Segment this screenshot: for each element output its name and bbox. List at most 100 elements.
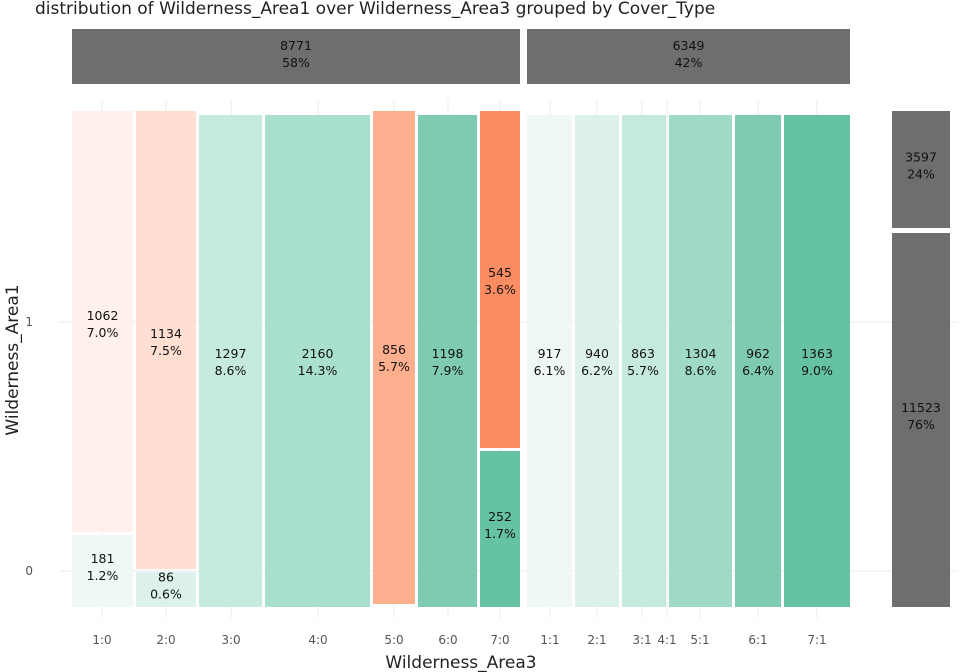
tile-label-line: 7.0% (87, 325, 119, 340)
right-margin-label-line: 76% (907, 417, 935, 432)
tile-label: 2160 14.3% (298, 346, 338, 378)
x-axis-title: Wilderness_Area3 (385, 653, 536, 672)
x-tick-label: 3:1 (632, 633, 651, 647)
y-axis-title: Wilderness_Area1 (3, 284, 23, 435)
mosaic-tile (136, 572, 196, 607)
top-margin-label: 6349 42% (673, 38, 705, 70)
x-tick-label: 3:0 (221, 633, 240, 647)
mosaic-tile (735, 115, 781, 607)
tile-label: 86 0.6% (150, 570, 182, 602)
right-margin-label-line: 3597 (905, 150, 937, 165)
top-margin-label-line: 6349 (673, 38, 705, 53)
mosaic-tile (72, 535, 133, 607)
mosaic-tile (418, 115, 477, 607)
tile-label-line: 6.2% (581, 363, 613, 378)
mosaic-tile (784, 115, 850, 607)
top-margin-label-line: 42% (675, 55, 703, 70)
mosaic-tile (480, 451, 520, 607)
tile-label-line: 9.0% (801, 363, 833, 378)
tile-label-line: 1.2% (87, 568, 119, 583)
tile-label-line: 1363 (801, 346, 833, 361)
right-margin-bar (892, 111, 950, 228)
top-margin-label-line: 58% (282, 55, 310, 70)
mosaic-tile (622, 115, 664, 607)
tile-label-line: 1297 (215, 346, 247, 361)
mosaic-tile (136, 111, 196, 569)
x-tick-label: 6:0 (438, 633, 457, 647)
right-margin-bars: 3597 24% 11523 76% (892, 111, 950, 607)
top-margin-bar (527, 29, 850, 84)
mosaic-tile (72, 111, 133, 532)
x-tick-label: 7:1 (807, 633, 826, 647)
tile-label-line: 6.4% (742, 363, 774, 378)
tile-label: 181 1.2% (87, 551, 119, 583)
x-tick-label: 2:0 (156, 633, 175, 647)
x-tick-label: 1:0 (92, 633, 111, 647)
mosaic-tile (664, 115, 666, 607)
x-tick-label: 4:0 (308, 633, 327, 647)
tile-label-line: 856 (382, 342, 406, 357)
tile-label-line: 7.5% (150, 343, 182, 358)
right-margin-bar (892, 233, 950, 607)
top-margin-label: 8771 58% (280, 38, 312, 70)
x-tick-label: 1:1 (540, 633, 559, 647)
right-margin-label: 3597 24% (905, 150, 937, 182)
tile-label-line: 2160 (302, 346, 334, 361)
mosaic-tile (199, 115, 262, 607)
right-margin-label-line: 24% (907, 167, 935, 182)
top-margin-bars: 8771 58% 6349 42% (72, 29, 850, 84)
y-tick-label: 0 (25, 564, 33, 578)
tile-label-line: 962 (746, 346, 770, 361)
y-axis-ticks: 01 (25, 315, 33, 578)
tile-label: 917 6.1% (534, 346, 566, 378)
top-margin-label-line: 8771 (280, 38, 312, 53)
tile-label-line: 917 (538, 346, 562, 361)
mosaic-tiles: 181 1.2% 1062 7.0% 86 0.6% 1134 7.5% 1297 8.6% 216… (72, 111, 850, 607)
right-margin-label-line: 11523 (901, 400, 941, 415)
tile-label: 940 6.2% (581, 346, 613, 378)
top-margin-bar (72, 29, 520, 84)
tile-label-line: 7.9% (432, 363, 464, 378)
tile-label: 856 5.7% (378, 342, 410, 374)
mosaic-tile (575, 115, 619, 607)
mosaic-tile (669, 115, 732, 607)
tile-label-line: 8.6% (215, 363, 247, 378)
tile-label: 1198 7.9% (432, 346, 464, 378)
mosaic-tile (527, 115, 572, 607)
tile-label-line: 1062 (87, 308, 119, 323)
right-margin-label: 11523 76% (901, 400, 941, 432)
chart-title: distribution of Wilderness_Area1 over Wi… (35, 0, 715, 19)
tile-label-line: 6.1% (534, 363, 566, 378)
tile-label-line: 863 (631, 346, 655, 361)
tile-label-line: 940 (585, 346, 609, 361)
x-tick-label: 6:1 (748, 633, 767, 647)
tile-label-line: 8.6% (685, 363, 717, 378)
tile-label-line: 3.6% (484, 282, 516, 297)
tile-label: 545 3.6% (484, 265, 516, 297)
tile-label-line: 1134 (150, 326, 182, 341)
tile-label: 1363 9.0% (801, 346, 833, 378)
tile-label: 962 6.4% (742, 346, 774, 378)
mosaic-tile (480, 111, 520, 448)
mosaic-tile (265, 115, 370, 607)
tile-label-line: 181 (91, 551, 115, 566)
x-axis-ticks: 1:0 2:0 3:0 4:0 5:0 6:0 7:0 1:1 2:1 3:1 4:1 5:1 6:1 7… (92, 633, 826, 647)
tile-label: 1297 8.6% (215, 346, 247, 378)
tile-label-line: 545 (488, 265, 512, 280)
x-tick-label: 4:1 (657, 633, 676, 647)
tile-label: 252 1.7% (484, 509, 516, 541)
tile-label-line: 1198 (432, 346, 464, 361)
x-tick-label: 5:1 (690, 633, 709, 647)
tile-label-line: 5.7% (627, 363, 659, 378)
tile-label: 863 5.7% (627, 346, 659, 378)
x-tick-label: 5:0 (384, 633, 403, 647)
tile-label-line: 252 (488, 509, 512, 524)
tile-label: 1134 7.5% (150, 326, 182, 358)
x-tick-label: 2:1 (587, 633, 606, 647)
tile-label-line: 86 (158, 570, 174, 585)
y-tick-label: 1 (25, 315, 33, 329)
tile-label-line: 5.7% (378, 359, 410, 374)
tile-label-line: 0.6% (150, 587, 182, 602)
tile-label-line: 14.3% (298, 363, 338, 378)
